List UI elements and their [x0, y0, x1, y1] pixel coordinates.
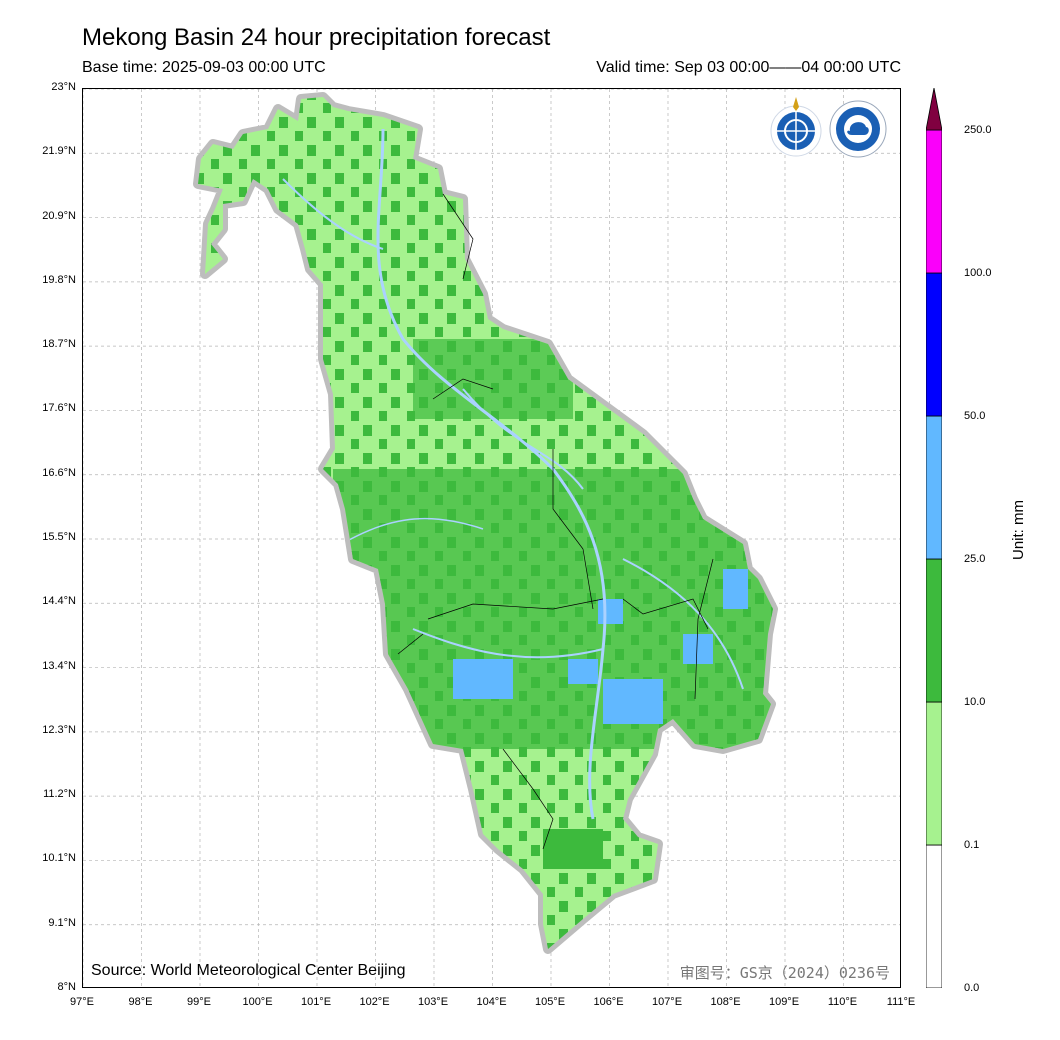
latitude-tick-label: 14.4°N: [42, 595, 76, 608]
latitude-tick-label: 16.6°N: [42, 466, 76, 479]
latitude-tick-label: 23°N: [51, 81, 76, 93]
colorbar-segment: [925, 844, 943, 989]
longitude-tick-label: 102°E: [359, 996, 390, 1008]
latitude-tick-label: 17.6°N: [42, 402, 76, 415]
latitude-tick-label: 12.3°N: [42, 723, 76, 736]
longitude-tick-label: 110°E: [827, 996, 858, 1008]
latitude-tick-label: 18.7°N: [42, 338, 76, 351]
latitude-tick-label: 9.1°N: [48, 916, 76, 929]
latitude-tick-label: 11.2°N: [43, 788, 76, 801]
longitude-tick-label: 111°E: [886, 996, 916, 1008]
longitude-tick-label: 101°E: [300, 996, 332, 1008]
colorbar-tick-label: 100.0: [964, 267, 992, 279]
map-approval-number: 审图号：GS京（2024）0236号: [679, 964, 890, 982]
longitude-tick-label: 100°E: [242, 996, 273, 1008]
precipitation-map: [83, 89, 900, 987]
longitude-tick-label: 98°E: [128, 996, 153, 1008]
longitude-tick-label: 108°E: [710, 996, 741, 1008]
colorbar-segment: [925, 701, 943, 846]
colorbar-svg: [925, 87, 943, 989]
cma-logo: [829, 100, 887, 158]
colorbar-segment: [925, 129, 943, 274]
colorbar: [925, 87, 943, 989]
longitude-tick-label: 109°E: [768, 996, 800, 1008]
latitude-tick-label: 13.4°N: [42, 659, 76, 672]
colorbar-tick-label: 10.0: [964, 696, 986, 708]
longitude-tick-label: 106°E: [593, 996, 624, 1008]
latitude-tick-label: 15.5°N: [42, 531, 76, 543]
longitude-tick-label: 103°E: [417, 996, 449, 1008]
longitude-tick-label: 97°E: [70, 996, 94, 1008]
valid-time: Valid time: Sep 03 00:00——04 00:00 UTC: [596, 59, 901, 76]
colorbar-unit: Unit: mm: [1010, 500, 1027, 560]
longitude-tick-label: 99°E: [187, 996, 211, 1008]
map-title: Mekong Basin 24 hour precipitation forec…: [82, 24, 551, 51]
colorbar-extend-arrow: [925, 87, 943, 131]
country-borders: [397, 193, 714, 850]
colorbar-tick-label: 0.0: [964, 982, 980, 994]
latitude-tick-label: 19.8°N: [42, 273, 76, 286]
longitude-tick-label: 104°E: [476, 996, 507, 1008]
latitude-tick-label: 10.1°N: [42, 852, 76, 865]
colorbar-segment: [925, 558, 943, 703]
latitude-tick-label: 8°N: [57, 981, 76, 993]
wmo-logo: [770, 97, 822, 157]
longitude-tick-label: 105°E: [534, 996, 566, 1008]
colorbar-tick-label: 250.0: [964, 124, 992, 136]
latitude-tick-label: 20.9°N: [42, 209, 76, 222]
colorbar-segment: [925, 415, 943, 560]
base-time: Base time: 2025-09-03 00:00 UTC: [82, 59, 326, 76]
source-credit: Source: World Meteorological Center Beij…: [91, 962, 406, 979]
latitude-tick-label: 21.9°N: [42, 145, 76, 158]
longitude-tick-label: 107°E: [651, 996, 683, 1008]
colorbar-segment: [925, 272, 943, 417]
colorbar-tick-label: 0.1: [964, 839, 980, 851]
colorbar-tick-label: 25.0: [964, 553, 986, 565]
colorbar-tick-label: 50.0: [964, 410, 986, 422]
map-frame: [82, 88, 901, 988]
basin-region: [198, 97, 773, 949]
